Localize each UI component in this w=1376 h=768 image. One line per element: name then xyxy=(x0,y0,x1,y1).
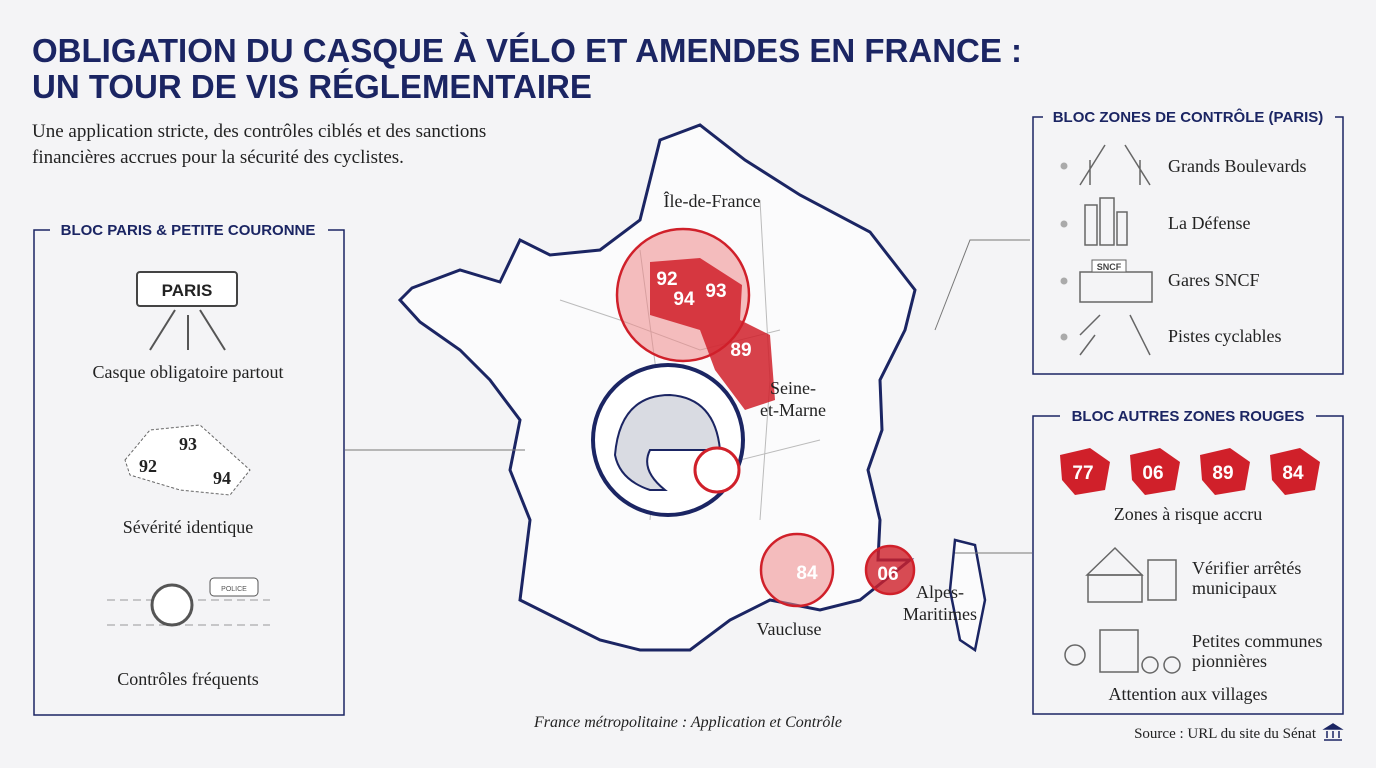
item-label: municipaux xyxy=(1192,578,1277,598)
item-label: pionnières xyxy=(1192,651,1267,671)
road-icon xyxy=(149,309,226,351)
item-label: Sévérité identique xyxy=(123,517,253,537)
dept-label: 92 xyxy=(139,456,157,476)
marker-label: 94 xyxy=(673,289,695,310)
no-cap-icon xyxy=(693,446,741,494)
map-caption: France métropolitaine : Application et C… xyxy=(533,714,842,731)
panel-title-bg xyxy=(50,220,328,240)
item-label: Vérifier arrêtés xyxy=(1192,558,1301,578)
connectors xyxy=(345,239,1032,554)
badges-label: Zones à risque accru xyxy=(1114,504,1262,524)
badge-label: 84 xyxy=(1282,463,1304,484)
region-label: Alpes- xyxy=(916,582,964,602)
zone-label: Grands Boulevards xyxy=(1168,156,1306,176)
helmet-icon xyxy=(613,393,722,491)
sncf-sign xyxy=(1091,259,1127,273)
senate-icon xyxy=(1322,723,1344,741)
badge-label: 06 xyxy=(1142,463,1163,484)
marker-label: 93 xyxy=(705,281,726,302)
subtitle: Une application stricte, des contrôles c… xyxy=(32,121,486,142)
region-label: Île-de-France xyxy=(664,190,761,211)
car-label: POLICE xyxy=(221,586,247,593)
panel-title: BLOC ZONES DE CONTRÔLE (PARIS) xyxy=(1053,108,1324,126)
zone-area xyxy=(650,258,775,410)
police-car-icon xyxy=(209,577,259,597)
item-label: Casque obligatoire partout xyxy=(93,362,284,382)
marker-label: 06 xyxy=(877,564,898,585)
item-label: Contrôles fréquents xyxy=(117,669,258,689)
item-label: Attention aux villages xyxy=(1109,684,1268,704)
region-label: Seine- xyxy=(770,378,816,398)
paris-sign xyxy=(136,271,238,307)
panel-title: BLOC PARIS & PETITE COURONNE xyxy=(61,222,316,239)
zone-label: Gares SNCF xyxy=(1168,270,1260,290)
subtitle: financières accrues pour la sécurité des… xyxy=(32,147,404,168)
dept-map-icon xyxy=(124,424,251,496)
region-label: Maritimes xyxy=(903,604,977,624)
region-label: Vaucluse xyxy=(757,619,822,639)
marker-label: 92 xyxy=(656,269,677,290)
dept-label: 94 xyxy=(213,468,231,488)
zone-circle xyxy=(759,532,835,608)
zone-icons xyxy=(1079,144,1153,356)
corsica xyxy=(948,538,987,653)
map: Île-de-France Seine- et-Marne Vaucluse A… xyxy=(397,123,987,731)
title: OBLIGATION DU CASQUE À VÉLO ET AMENDES E… xyxy=(32,32,1022,69)
magnifier-icon xyxy=(150,583,194,627)
region-label: et-Marne xyxy=(760,400,826,420)
sncf-label: SNCF xyxy=(1097,262,1122,272)
zone-circle xyxy=(864,544,916,596)
badge-shapes xyxy=(1060,448,1320,495)
item-label: Petites communes xyxy=(1192,631,1322,651)
marker-label: 89 xyxy=(730,340,751,361)
panel-title-bg xyxy=(1043,107,1335,127)
badge-label: 89 xyxy=(1212,463,1233,484)
marker-label: 84 xyxy=(796,563,818,584)
badge-label: 77 xyxy=(1072,463,1093,484)
zone-label: Pistes cyclables xyxy=(1168,326,1281,346)
dept-label: 93 xyxy=(179,434,197,454)
bullets xyxy=(1060,162,1068,341)
panel-title-bg xyxy=(1060,406,1316,426)
panel-title: BLOC AUTRES ZONES ROUGES xyxy=(1072,408,1305,425)
source: Source : URL du site du Sénat xyxy=(1134,726,1317,742)
item-icons xyxy=(1064,546,1181,674)
sign-text: PARIS xyxy=(162,281,213,300)
zone-label: La Défense xyxy=(1168,213,1250,233)
title: UN TOUR DE VIS RÉGLEMENTAIRE xyxy=(32,68,592,105)
